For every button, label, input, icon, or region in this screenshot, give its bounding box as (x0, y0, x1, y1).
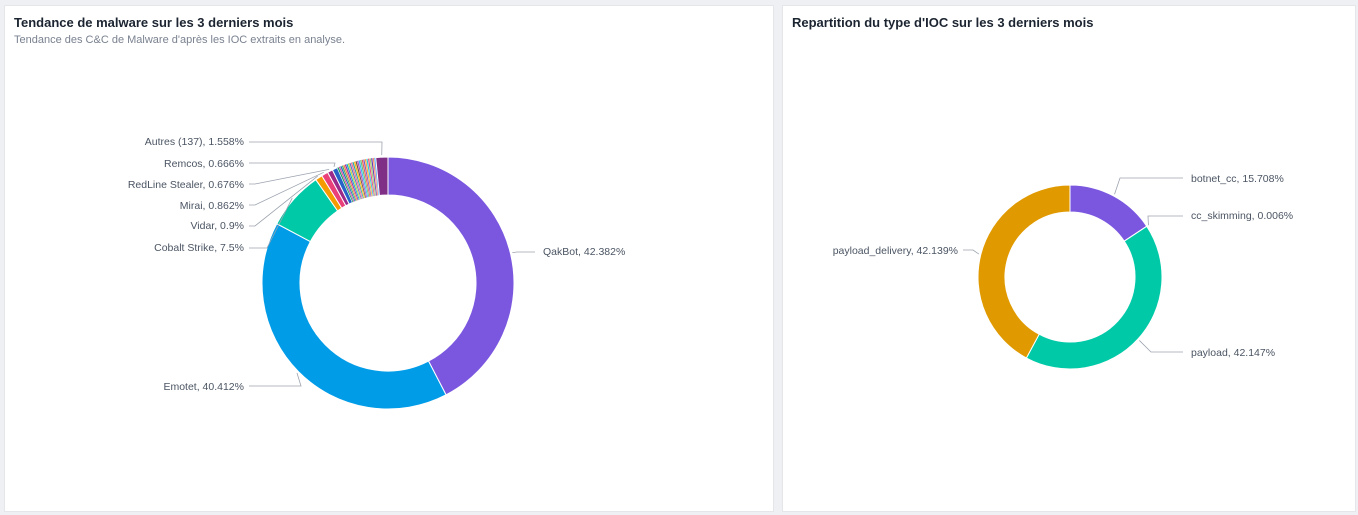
slice-label-qakbot: QakBot, 42.382% (543, 246, 625, 258)
slice-label-autres-137: Autres (137), 1.558% (145, 136, 244, 148)
ioc-type-panel: Repartition du type d'IOC sur les 3 dern… (782, 5, 1356, 512)
leader-line (1114, 177, 1183, 195)
leader-line (249, 197, 293, 249)
slice-label-botnet-cc: botnet_cc, 15.708% (1191, 173, 1284, 185)
slice-qakbot[interactable] (387, 156, 515, 396)
slice-botnet-cc[interactable] (1069, 184, 1148, 242)
ioc-donut-chart: botnet_cc, 15.708% cc_skimming, 0.006% pay… (833, 173, 1293, 370)
slice-emotet[interactable] (261, 223, 447, 410)
leader-line (249, 372, 302, 387)
panel-title: Tendance de malware sur les 3 derniers m… (14, 15, 294, 30)
slice-payload-delivery[interactable] (977, 184, 1071, 359)
slice-label-remcos: Remcos, 0.666% (164, 158, 244, 170)
slice-label-mirai: Mirai, 0.862% (180, 200, 244, 212)
panel-title: Repartition du type d'IOC sur les 3 dern… (792, 15, 1094, 30)
leader-line (1139, 340, 1183, 353)
slice-label-cc-skimming: cc_skimming, 0.006% (1191, 210, 1293, 222)
leader-line (249, 162, 336, 168)
slice-label-cobalt-strike: Cobalt Strike, 7.5% (154, 242, 244, 254)
leader-line (249, 168, 330, 185)
malware-trend-panel: Tendance de malware sur les 3 derniers m… (4, 5, 774, 512)
slice-label-payload: payload, 42.147% (1191, 347, 1275, 359)
leader-line (512, 251, 535, 254)
slice-label-payload-delivery: payload_delivery, 42.139% (833, 245, 958, 257)
panel-subtitle: Tendance des C&C de Malware d'après les … (14, 34, 346, 46)
slice-label-emotet: Emotet, 40.412% (163, 381, 244, 393)
slice-autres-137[interactable] (375, 156, 389, 196)
leader-line (249, 141, 383, 156)
malware-donut-chart: QakBot, 42.382% Emotet, 40.412% Cobalt Str… (128, 136, 625, 410)
leader-line (1147, 215, 1183, 226)
leader-line (963, 249, 980, 255)
slice-payload[interactable] (1025, 225, 1163, 370)
leader-line (249, 175, 318, 227)
leader-line (249, 171, 324, 206)
slice-label-vidar: Vidar, 0.9% (190, 220, 244, 232)
slice-label-redline-stealer: RedLine Stealer, 0.676% (128, 179, 244, 191)
